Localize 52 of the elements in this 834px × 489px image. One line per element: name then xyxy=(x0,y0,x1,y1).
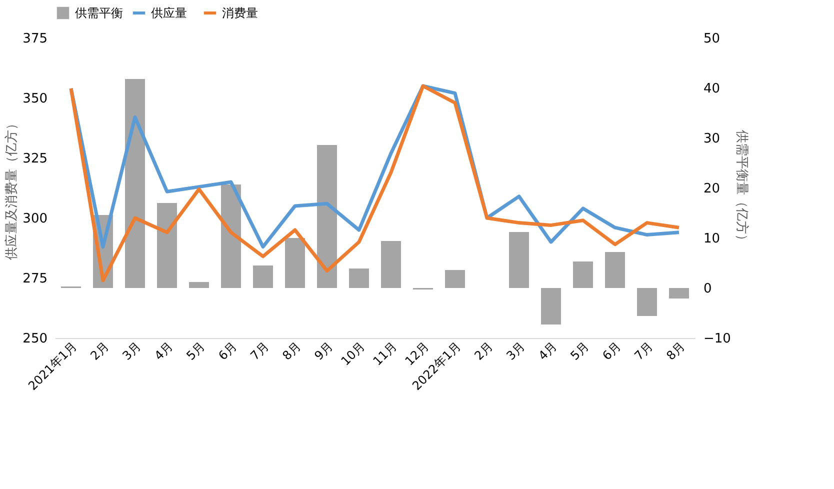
x-tick-label: 3月 xyxy=(120,339,144,363)
bar xyxy=(381,241,401,288)
bar xyxy=(445,270,465,288)
x-tick-label: 4月 xyxy=(536,339,560,363)
bar xyxy=(157,203,177,288)
bar xyxy=(189,282,209,288)
y-tick-label: 275 xyxy=(22,272,48,286)
y-tick-label: 325 xyxy=(22,152,48,166)
x-tick-label: 6月 xyxy=(216,339,240,363)
bar xyxy=(253,266,273,288)
x-tick-label: 5月 xyxy=(568,339,592,363)
y2-tick-label: 20 xyxy=(704,182,720,196)
bar xyxy=(605,252,625,288)
x-tick-label: 7月 xyxy=(248,339,272,363)
x-tick-label: 6月 xyxy=(600,339,624,363)
y2-tick-label: 50 xyxy=(704,32,720,46)
bar xyxy=(221,184,241,288)
line-series xyxy=(69,84,681,282)
y2-tick-label: −10 xyxy=(704,332,731,346)
bar xyxy=(669,288,689,298)
x-tick-label: 8月 xyxy=(664,339,688,363)
legend-label: 供应量 xyxy=(151,6,187,20)
x-tick-label: 2月 xyxy=(472,339,496,363)
y2-tick-label: 30 xyxy=(704,132,720,146)
y-tick-label: 250 xyxy=(22,332,48,346)
x-tick-label: 7月 xyxy=(632,339,656,363)
y2-tick-label: 40 xyxy=(704,82,720,96)
x-tick-label: 3月 xyxy=(504,339,528,363)
bar xyxy=(637,288,657,316)
bar xyxy=(285,238,305,288)
x-tick-label: 9月 xyxy=(312,339,336,363)
y2-tick-label: 0 xyxy=(704,282,712,296)
bar xyxy=(125,79,145,288)
y2-axis-title: 供需平衡量（亿方） xyxy=(734,130,750,247)
legend-label: 消费量 xyxy=(222,6,258,20)
bar xyxy=(349,268,369,288)
x-tick-label: 10月 xyxy=(338,339,368,368)
y-tick-label: 350 xyxy=(22,92,48,106)
y-tick-label: 375 xyxy=(22,32,48,46)
x-tick-label: 5月 xyxy=(184,339,208,363)
bar xyxy=(317,145,337,288)
y-tick-label: 300 xyxy=(22,212,48,226)
y2-tick-label: 10 xyxy=(704,232,720,246)
bar xyxy=(541,288,561,324)
bar xyxy=(573,262,593,288)
y-axis-title: 供应量及消费量（亿方） xyxy=(4,117,20,260)
bar xyxy=(509,232,529,288)
x-tick-label: 2月 xyxy=(88,339,112,363)
x-tick-label: 8月 xyxy=(280,339,304,363)
legend-label: 供需平衡 xyxy=(75,6,123,20)
x-tick-label: 11月 xyxy=(370,339,400,368)
x-tick-label: 4月 xyxy=(152,339,176,363)
